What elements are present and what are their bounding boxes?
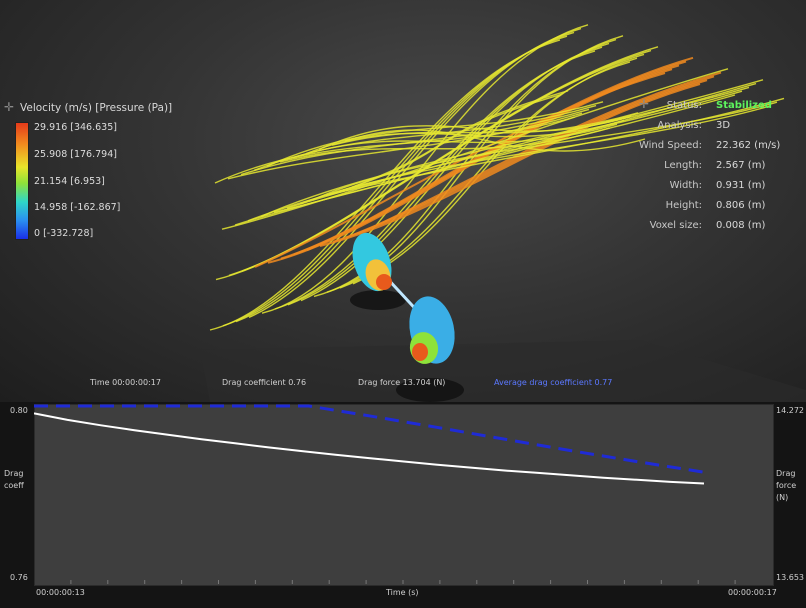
right-axis-tick-bottom: 13.653 [776,573,804,582]
status-key: Voxel size: [649,220,702,231]
streamline [266,101,604,167]
color-legend: ✛ Velocity (m/s) [Pressure (Pa)] 29.916 … [4,100,172,240]
drag-chart [34,404,736,584]
right-axis-tick-top: 14.272 [776,406,804,415]
status-value: Stabilized [716,100,772,111]
x-axis-tick-start: 00:00:00:13 [36,588,85,597]
series-line-drag-force [34,404,705,474]
streamline [331,112,639,146]
streamline [292,123,618,159]
metric-drag-coefficient: Drag coefficient 0.76 [222,378,307,387]
metric-average-drag-coefficient: Average drag coefficient 0.77 [494,378,613,387]
streamline [306,56,694,252]
status-row-analysis: Analysis: 3D [630,120,806,138]
status-row-status: Status: Stabilized [630,100,806,118]
x-axis-label: Time (s) [386,588,419,597]
streamline [280,64,680,260]
status-key: Analysis: [657,120,702,131]
status-value: 0.008 (m) [716,220,766,231]
status-key: Height: [665,200,702,211]
status-value: 0.931 (m) [716,180,766,191]
status-key: Wind Speed: [638,140,702,151]
streamline [344,129,646,152]
crosshair-icon[interactable]: ✛ [639,97,650,111]
streamline [312,101,778,201]
status-key: Status: [666,100,702,111]
streamline [248,27,582,319]
streamline [221,68,729,230]
left-axis-label: Drag coeff [4,469,24,490]
legend-label: 14.958 [-162.867] [34,202,121,213]
status-value: 3D [716,120,731,131]
status-key: Length: [664,160,702,171]
status-value: 22.362 (m/s) [716,140,781,151]
metrics-row: Time 00:00:00:17 Drag coefficient 0.76 D… [0,378,806,392]
metric-drag-force: Drag force 13.704 (N) [358,378,446,387]
streamline [352,57,638,285]
plot-area [34,404,774,586]
left-axis-tick-top: 0.80 [10,406,28,415]
model-object [350,232,464,402]
streamline [279,127,611,163]
legend-label: 21.154 [6.953] [34,176,105,187]
series-line-drag-coeff [34,412,705,485]
right-axis-label: Drag force (N) [776,469,797,502]
streamlines [209,24,785,331]
status-row-length: Length: 2.567 (m) [630,160,806,178]
streamline [318,115,632,151]
legend-label: 0 [-332.728] [34,228,94,239]
metric-time: Time 00:00:00:17 [90,378,161,387]
crosshair-icon[interactable]: ✛ [4,100,15,114]
status-value: 0.806 (m) [716,200,766,211]
status-panel: ✛ Status: Stabilized Analysis: 3D Wind S… [630,97,806,238]
legend-label: 29.916 [346.635] [34,122,117,133]
streamline [240,108,590,176]
streamline [274,50,596,310]
legend-title: Velocity (m/s) [Pressure (Pa)] [20,102,173,114]
left-axis-tick-bottom: 0.76 [10,573,28,582]
streamline [235,31,575,323]
streamline [227,112,583,180]
ground-plane [200,340,806,402]
status-row-wind-speed: Wind Speed: 22.362 (m/s) [630,140,806,158]
status-row-height: Height: 0.806 (m) [630,200,806,218]
streamline [273,82,757,214]
legend-gradient-bar [15,122,29,240]
status-row-width: Width: 0.931 (m) [630,180,806,198]
legend-label: 25.908 [176.794] [34,149,117,160]
x-axis-tick-end: 00:00:00:17 [728,588,777,597]
status-key: Width: [669,180,702,191]
streamline [319,83,701,247]
3d-viewport[interactable]: ✛ Velocity (m/s) [Pressure (Pa)] 29.916 … [0,0,806,402]
status-row-voxel-size: Voxel size: 0.008 (m) [630,220,806,238]
status-value: 2.567 (m) [716,160,766,171]
streamline-scene [200,24,806,402]
